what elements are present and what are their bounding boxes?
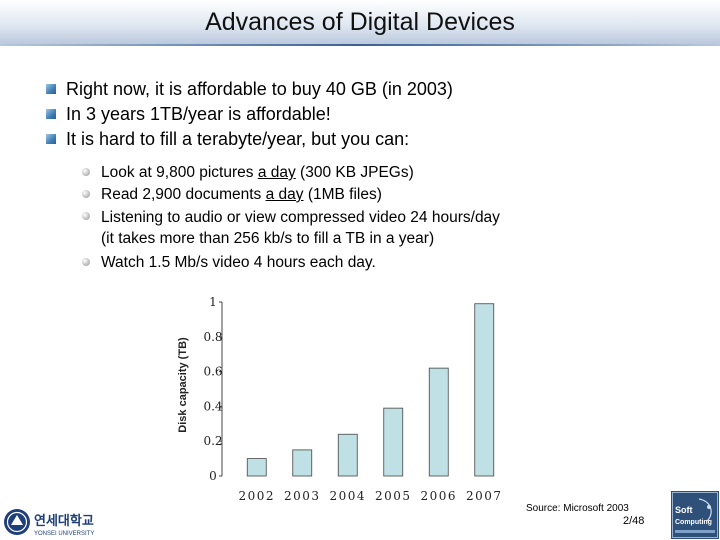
bullet-1tb-per-year: In 3 years 1TB/year is affordable! — [46, 103, 666, 128]
bar-series — [246, 303, 495, 477]
x-tick-label: 2003 — [284, 489, 321, 503]
sub-bullet-text: (1MB files) — [303, 186, 382, 203]
svg-text:연세대학교: 연세대학교 — [34, 513, 94, 529]
bullet-fill-terabyte: It is hard to fill a terabyte/year, but … — [46, 128, 666, 153]
square-bullet-icon — [46, 109, 56, 119]
round-bullet-icon — [82, 168, 90, 176]
bar-2003 — [292, 449, 313, 477]
main-bullet-list: Right now, it is affordable to buy 40 GB… — [46, 78, 666, 153]
round-bullet-icon — [82, 190, 90, 198]
title-banner — [0, 0, 720, 46]
y-tick-label: 0.8 — [203, 330, 222, 344]
sub-bullet-watch-video: Watch 1.5 Mb/s video 4 hours each day. — [80, 253, 640, 275]
sub-bullet-list: Look at 9,800 pictures a day (300 KB JPE… — [80, 163, 640, 275]
svg-text:YONSEI UNIVERSITY: YONSEI UNIVERSITY — [34, 531, 94, 537]
soft-computing-lab-logo: Soft Computing — [671, 491, 719, 539]
sub-bullet-text: Look at 9,800 pictures — [101, 164, 258, 181]
square-bullet-icon — [46, 84, 56, 94]
sub-bullet-documents: Read 2,900 documents a day (1MB files) — [80, 185, 640, 207]
bar-2002 — [246, 458, 267, 477]
bullet-text: Right now, it is affordable to buy 40 GB… — [66, 79, 453, 99]
bar-2007 — [474, 303, 495, 477]
x-tick-label: 2004 — [329, 489, 366, 503]
y-tick-label: 0 — [209, 469, 217, 483]
y-axis-ticks: 0 0.2 0.4 0.6 0.8 1 — [203, 295, 222, 483]
disk-capacity-chart: Disk capacity (TB) 00.20.40.60.81 2002 20… — [177, 295, 500, 503]
source-note: Source: Microsoft 2003 — [526, 503, 629, 514]
bullet-affordable-40gb: Right now, it is affordable to buy 40 GB… — [46, 78, 666, 103]
round-bullet-icon — [82, 212, 90, 220]
square-bullet-icon — [46, 134, 56, 144]
svg-text:Computing: Computing — [675, 519, 712, 526]
y-axis-label: Disk capacity (TB) — [177, 337, 189, 433]
title-underline — [0, 44, 720, 46]
x-tick-label: 2002 — [238, 489, 275, 503]
y-tick-label: 1 — [209, 295, 217, 309]
y-tick-label: 0.4 — [203, 399, 222, 413]
bar-2004 — [337, 433, 358, 477]
round-bullet-icon — [82, 258, 90, 266]
slide-title: Advances of Digital Devices — [205, 8, 515, 36]
bar-2006 — [428, 367, 449, 477]
page-number: 2/48 — [623, 515, 645, 527]
yonsei-university-logo: 연세대학교 YONSEI UNIVERSITY — [4, 509, 94, 537]
sub-bullet-pictures: Look at 9,800 pictures a day (300 KB JPE… — [80, 163, 640, 185]
sub-bullet-text: Watch 1.5 Mb/s video 4 hours each day. — [101, 254, 376, 271]
x-tick-label: 2005 — [375, 489, 412, 503]
bullet-text: In 3 years 1TB/year is affordable! — [66, 104, 331, 124]
x-tick-label: 2007 — [466, 489, 500, 503]
underlined-text: a day — [257, 164, 296, 181]
y-tick-label: 0.2 — [203, 434, 222, 448]
sub-bullet-text: Read 2,900 documents — [101, 186, 266, 203]
y-tick-label: 0.6 — [203, 365, 222, 379]
bar-2005 — [383, 407, 404, 477]
bullet-text: It is hard to fill a terabyte/year, but … — [66, 129, 410, 149]
svg-text:Soft: Soft — [675, 505, 693, 515]
sub-bullet-text: (300 KB JPEGs) — [295, 164, 414, 181]
underlined-text: a day — [265, 186, 304, 203]
sub-bullet-audio-video: Listening to audio or view compressed vi… — [80, 207, 640, 253]
sub-bullet-text: (it takes more than 256 kb/s to fill a T… — [101, 230, 435, 247]
x-axis-categories: 2002 2003 2004 2005 2006 2007 — [238, 489, 500, 503]
x-tick-label: 2006 — [420, 489, 457, 503]
sub-bullet-text: Listening to audio or view compressed vi… — [101, 209, 500, 226]
